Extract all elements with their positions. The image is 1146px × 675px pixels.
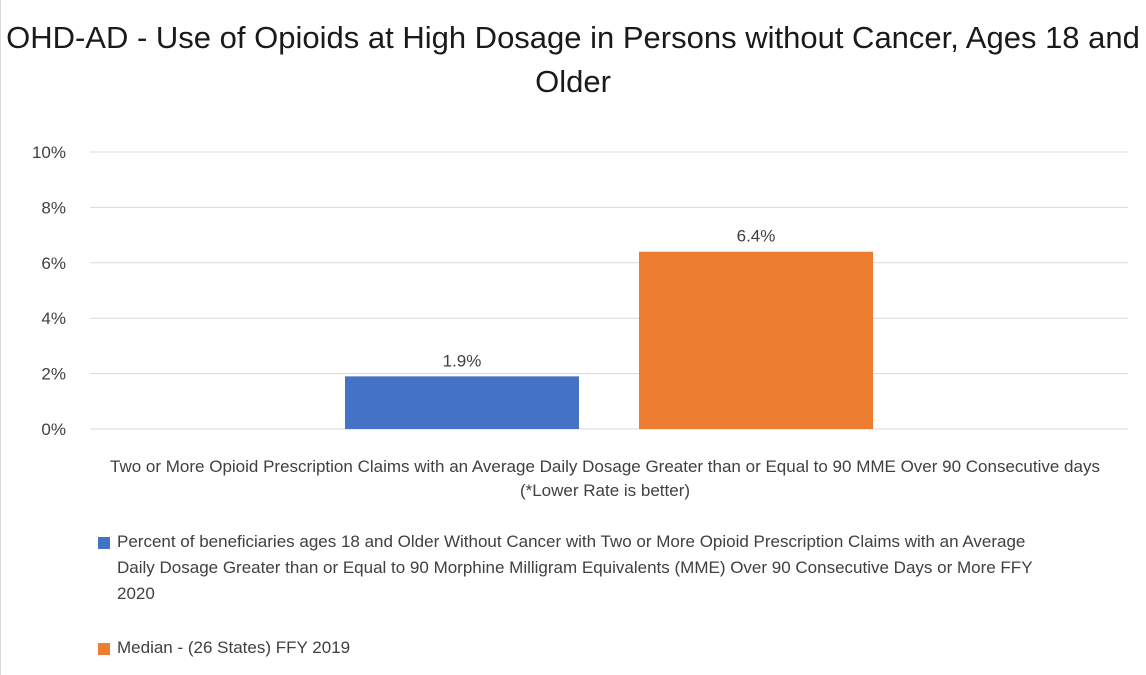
bar	[345, 376, 579, 429]
bar	[639, 251, 873, 429]
y-tick-label: 2%	[41, 365, 66, 384]
y-tick-label: 0%	[41, 420, 66, 439]
legend-entry-median-ffy-2019: Median - (26 States) FFY 2019	[98, 635, 1058, 661]
legend-swatch-blue	[98, 537, 110, 549]
x-axis-category-label: Two or More Opioid Prescription Claims w…	[110, 457, 1100, 500]
y-tick-label: 4%	[41, 309, 66, 328]
y-tick-label: 8%	[41, 198, 66, 217]
y-tick-label: 6%	[41, 254, 66, 273]
gridlines	[90, 151, 1128, 430]
data-labels: 1.9% 6.4%	[443, 227, 776, 371]
legend-label: Median - (26 States) FFY 2019	[117, 638, 351, 657]
legend-entry-ffy-2020: Percent of beneficiaries ages 18 and Old…	[98, 529, 1058, 607]
bars	[345, 251, 873, 429]
bar-value-label: 6.4%	[737, 227, 776, 246]
y-axis-ticks: 0% 2% 4% 6% 8% 10%	[32, 143, 66, 439]
legend-label: Percent of beneficiaries ages 18 and Old…	[117, 532, 1033, 603]
y-tick-label: 10%	[32, 143, 66, 162]
chart-title: OHD-AD - Use of Opioids at High Dosage i…	[6, 20, 1140, 99]
bar-value-label: 1.9%	[443, 351, 482, 370]
legend-swatch-orange	[98, 643, 110, 655]
